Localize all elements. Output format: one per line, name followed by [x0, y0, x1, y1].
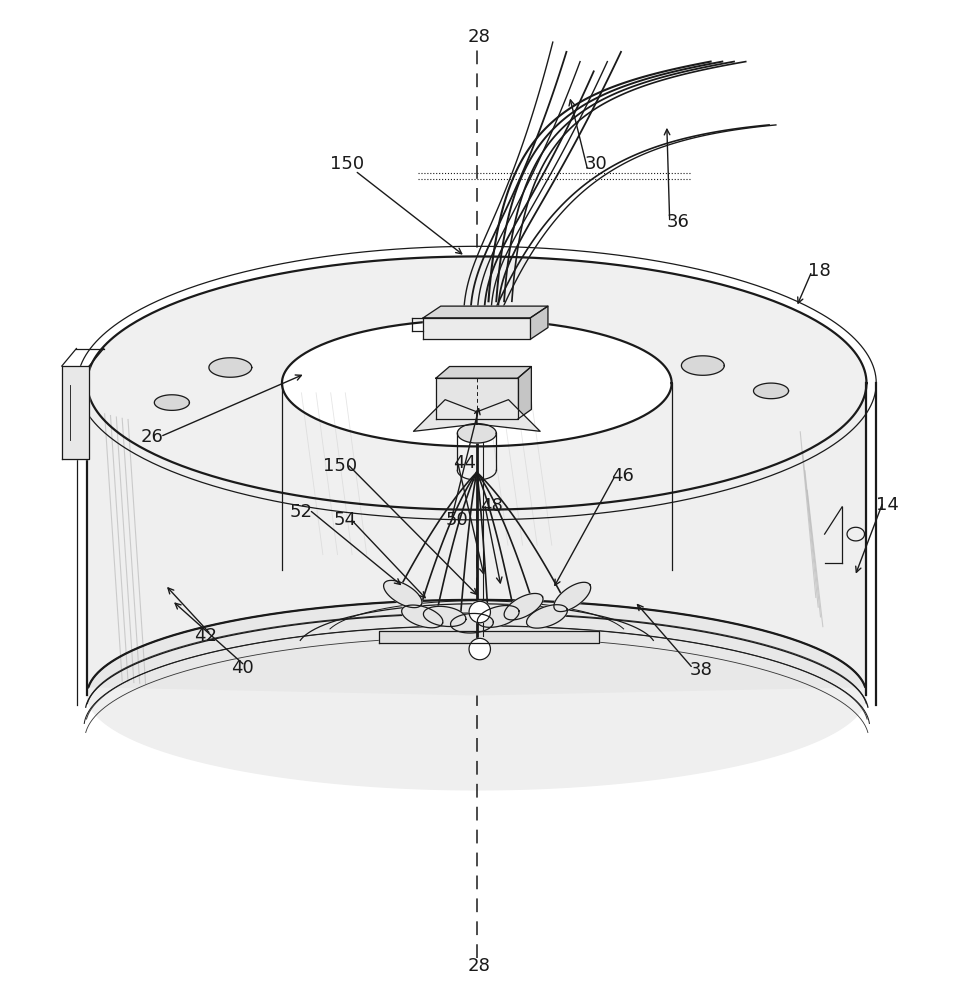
Text: 42: 42 — [194, 627, 218, 645]
Polygon shape — [89, 600, 865, 695]
Text: 40: 40 — [231, 659, 253, 677]
Circle shape — [469, 638, 490, 660]
Text: 38: 38 — [690, 661, 712, 679]
Text: 36: 36 — [667, 213, 690, 231]
Text: 150: 150 — [323, 457, 358, 475]
Text: 26: 26 — [141, 428, 164, 446]
Polygon shape — [436, 378, 518, 419]
Polygon shape — [154, 395, 190, 410]
Circle shape — [469, 397, 490, 418]
Polygon shape — [87, 256, 867, 510]
Text: 30: 30 — [584, 155, 607, 173]
Polygon shape — [379, 631, 599, 643]
Polygon shape — [282, 320, 671, 446]
Text: 52: 52 — [290, 503, 313, 521]
Polygon shape — [436, 367, 531, 378]
Polygon shape — [87, 383, 867, 790]
Polygon shape — [518, 367, 531, 419]
Polygon shape — [681, 356, 724, 375]
Text: 50: 50 — [446, 511, 469, 529]
Polygon shape — [423, 606, 466, 627]
Text: 46: 46 — [612, 467, 634, 485]
Polygon shape — [554, 582, 591, 612]
Text: 150: 150 — [330, 155, 364, 173]
Polygon shape — [450, 613, 493, 633]
Polygon shape — [527, 605, 568, 628]
Text: 28: 28 — [467, 957, 490, 975]
Text: 44: 44 — [452, 454, 476, 472]
Polygon shape — [753, 383, 788, 399]
Polygon shape — [413, 400, 477, 431]
Circle shape — [469, 601, 490, 623]
Polygon shape — [402, 605, 443, 628]
Polygon shape — [477, 400, 540, 431]
Text: 14: 14 — [876, 496, 900, 514]
Text: 28: 28 — [467, 28, 490, 46]
Polygon shape — [62, 366, 89, 459]
Polygon shape — [384, 580, 422, 608]
Polygon shape — [457, 424, 496, 443]
Polygon shape — [209, 358, 252, 377]
Polygon shape — [423, 318, 531, 339]
Polygon shape — [531, 306, 548, 339]
Polygon shape — [282, 320, 671, 446]
Text: 54: 54 — [334, 511, 357, 529]
Text: 18: 18 — [808, 262, 831, 280]
Text: 48: 48 — [480, 497, 503, 515]
Polygon shape — [478, 605, 519, 627]
Polygon shape — [504, 593, 543, 620]
Polygon shape — [423, 306, 548, 318]
